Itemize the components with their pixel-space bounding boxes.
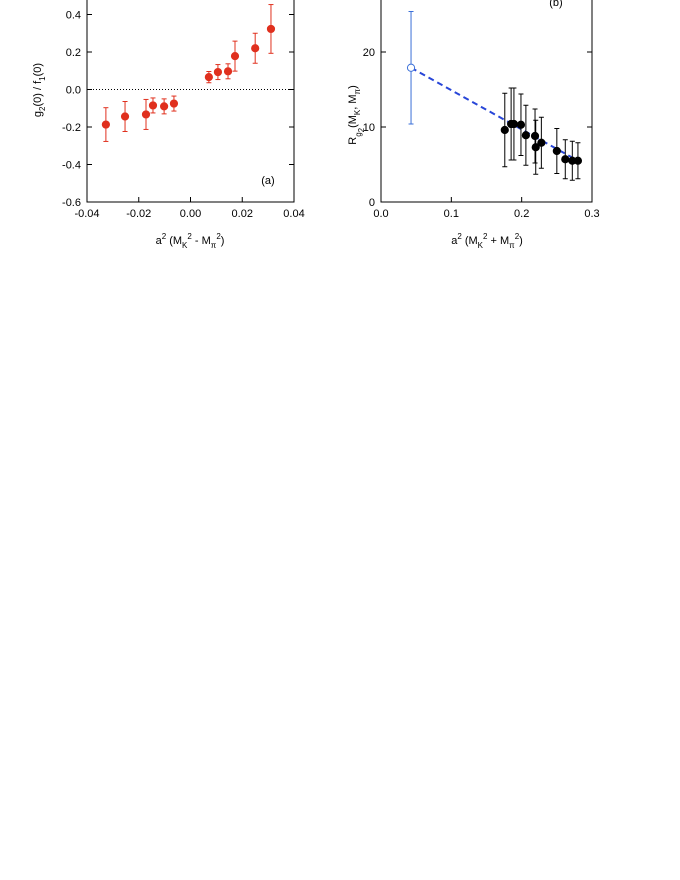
- data-point: [537, 138, 546, 147]
- plot-frame: [86, 0, 295, 203]
- label-part: a: [451, 235, 458, 247]
- label-part: π: [353, 88, 362, 94]
- label-part: a: [156, 235, 163, 247]
- label-part: 2: [216, 232, 221, 241]
- data-point: [266, 24, 276, 34]
- data-point: [500, 125, 509, 135]
- label-part: 2: [515, 232, 520, 241]
- label-part: 2: [483, 232, 488, 241]
- x-tick-label: 0.3: [584, 208, 599, 220]
- y-tick-label: 0.2: [66, 47, 81, 59]
- y-axis-label: g2(0) / f1(0): [32, 63, 47, 117]
- y-tick-label: 0.0: [66, 85, 81, 97]
- y-tick-label: 0: [369, 197, 375, 209]
- data-point: [516, 120, 526, 129]
- x-tick-label: 0.2: [514, 208, 529, 220]
- data-point: [251, 44, 260, 53]
- x-tick-label: 0.04: [283, 208, 304, 220]
- data-point: [141, 110, 151, 119]
- label-part: ): [519, 235, 523, 247]
- label-part: 2: [457, 232, 462, 241]
- panel-label: (a): [261, 175, 274, 187]
- data-point: [530, 131, 540, 141]
- data-point: [531, 143, 540, 152]
- y-tick-label: 10: [363, 122, 375, 134]
- data-point: [204, 73, 213, 82]
- label-part: (0) / f: [32, 80, 44, 107]
- label-part: - M: [192, 235, 211, 247]
- data-point: [169, 99, 179, 108]
- label-part: 1: [38, 76, 47, 81]
- y-tick-label: 0.4: [66, 10, 81, 22]
- y-axis-label: Rg2(MK, Mπ): [347, 85, 366, 145]
- y-tick-label: -0.6: [62, 197, 81, 209]
- data-point: [223, 67, 233, 76]
- data-point: [509, 119, 519, 129]
- x-tick-label: 0.00: [180, 208, 201, 220]
- label-part: (M: [166, 235, 182, 247]
- label-part: 2: [357, 127, 366, 132]
- label-part: π: [509, 241, 515, 250]
- label-part: K: [478, 241, 484, 250]
- fit-line: [410, 66, 579, 162]
- y-tick-label: -0.4: [62, 160, 81, 172]
- data-point: [101, 120, 110, 129]
- x-tick-label: 0.02: [232, 208, 253, 220]
- data-point: [120, 112, 130, 121]
- data-point: [561, 155, 570, 164]
- label-part: g: [354, 132, 363, 136]
- label-part: (M: [462, 235, 478, 247]
- label-part: K: [353, 109, 362, 115]
- label-part: ): [347, 85, 359, 89]
- label-part: g: [32, 111, 44, 117]
- data-point: [213, 67, 223, 77]
- label-part: , M: [347, 94, 359, 109]
- label-part: + M: [487, 235, 509, 247]
- x-axis-label: a2 (MK2 + Mπ2): [451, 232, 523, 250]
- label-part: 2: [162, 232, 167, 241]
- x-tick-label: 0.1: [444, 208, 459, 220]
- label-part: (0): [32, 63, 44, 76]
- y-tick-label: -0.2: [62, 122, 81, 134]
- data-point: [230, 52, 240, 61]
- label-part: R: [347, 137, 359, 145]
- label-part: ): [221, 235, 225, 247]
- data-point: [148, 101, 158, 110]
- data-point: [160, 102, 169, 111]
- plot-frame: [380, 0, 593, 203]
- data-point: [406, 63, 416, 72]
- label-part: π: [211, 241, 217, 250]
- x-axis-label: a2 (MK2 - Mπ2): [156, 232, 225, 250]
- x-tick-label: 0.0: [373, 208, 388, 220]
- data-point: [573, 156, 583, 165]
- x-tick-label: -0.04: [74, 208, 99, 220]
- data-point: [552, 146, 561, 156]
- panel-label: (b): [549, 0, 562, 9]
- y-tick-label: 20: [363, 47, 375, 59]
- label-part: 2: [187, 232, 192, 241]
- label-part: (M: [347, 115, 359, 128]
- label-part: K: [182, 241, 188, 250]
- data-point: [521, 131, 530, 140]
- x-tick-label: -0.02: [126, 208, 151, 220]
- label-part: 2: [38, 106, 47, 111]
